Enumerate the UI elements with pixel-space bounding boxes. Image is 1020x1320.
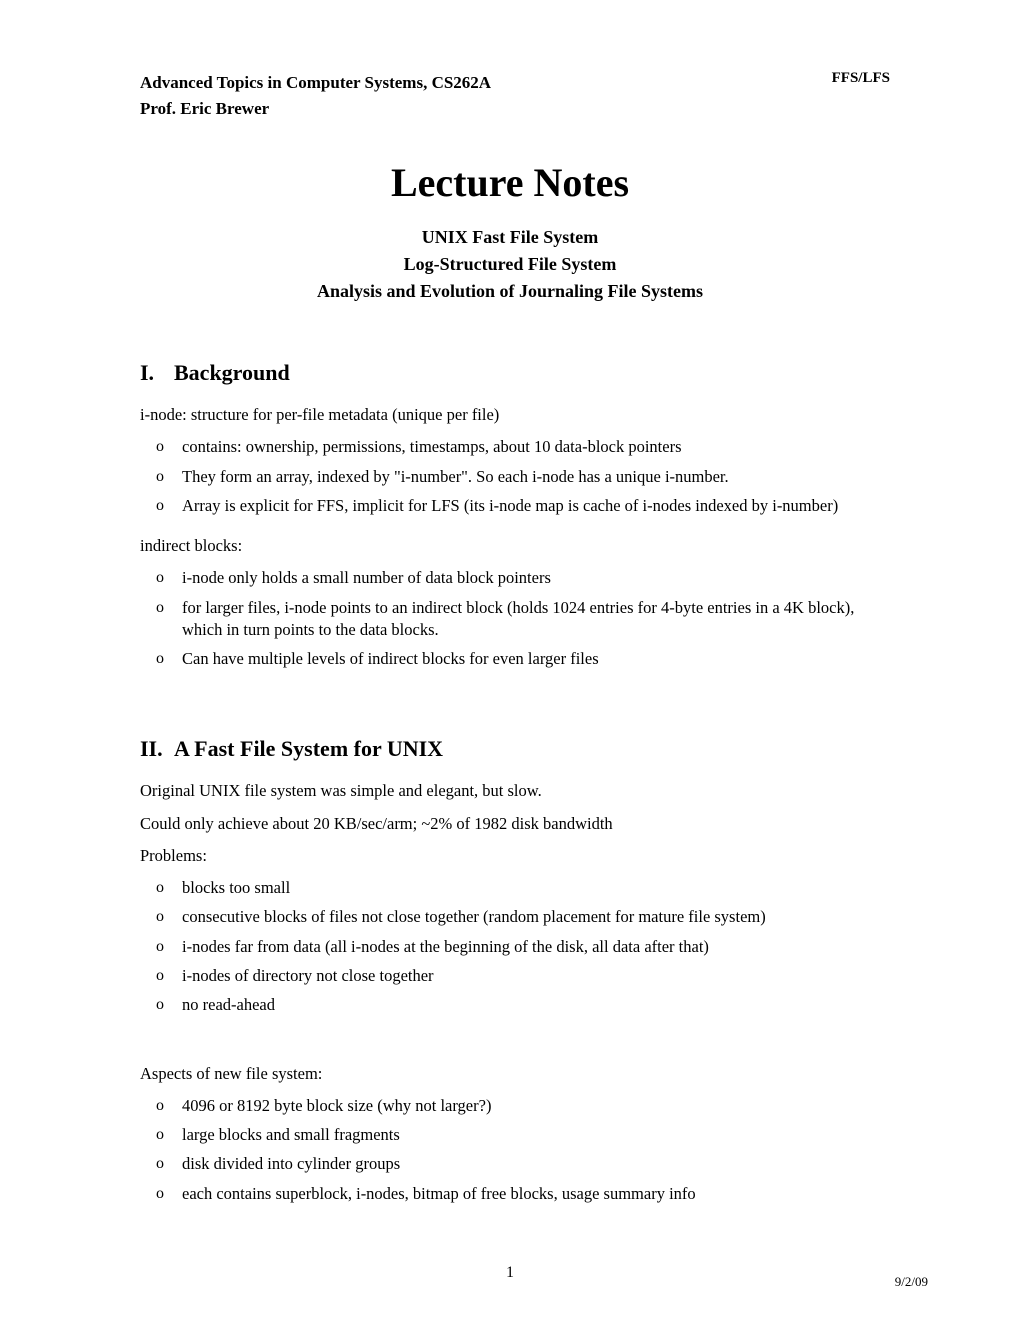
- course-title: Advanced Topics in Computer Systems, CS2…: [140, 70, 880, 96]
- paragraph: indirect blocks:: [140, 535, 880, 557]
- list-item: large blocks and small fragments: [182, 1124, 880, 1146]
- paragraph: i-node: structure for per-file metadata …: [140, 404, 880, 426]
- list-item: each contains superblock, i-nodes, bitma…: [182, 1183, 880, 1205]
- list-item: 4096 or 8192 byte block size (why not la…: [182, 1095, 880, 1117]
- subtitle-line: Analysis and Evolution of Journaling Fil…: [140, 278, 880, 305]
- bullet-list: 4096 or 8192 byte block size (why not la…: [140, 1095, 880, 1205]
- list-item: disk divided into cylinder groups: [182, 1153, 880, 1175]
- paragraph: Problems:: [140, 845, 880, 867]
- paragraph: Original UNIX file system was simple and…: [140, 780, 880, 802]
- bullet-list: contains: ownership, permissions, timest…: [140, 436, 880, 517]
- list-item: i-nodes of directory not close together: [182, 965, 880, 987]
- section-heading: I.Background: [140, 360, 880, 386]
- list-item: for larger files, i-node points to an in…: [182, 597, 880, 642]
- footer-date: 9/2/09: [895, 1274, 928, 1290]
- subtitle-line: Log-Structured File System: [140, 251, 880, 278]
- list-item: no read-ahead: [182, 994, 880, 1016]
- list-item: contains: ownership, permissions, timest…: [182, 436, 880, 458]
- paragraph: Could only achieve about 20 KB/sec/arm; …: [140, 813, 880, 835]
- list-item: i-nodes far from data (all i-nodes at th…: [182, 936, 880, 958]
- list-item: blocks too small: [182, 877, 880, 899]
- section-heading: II.A Fast File System for UNIX: [140, 736, 880, 762]
- section-gap: [140, 688, 880, 728]
- page-title: Lecture Notes: [140, 159, 880, 206]
- bullet-list: blocks too small consecutive blocks of fi…: [140, 877, 880, 1016]
- subtitle-block: UNIX Fast File System Log-Structured Fil…: [140, 224, 880, 305]
- list-item: They form an array, indexed by "i-number…: [182, 466, 880, 488]
- page-number: 1: [0, 1264, 1020, 1282]
- spacer: [140, 1035, 880, 1063]
- section-title: A Fast File System for UNIX: [174, 736, 443, 761]
- sections-container: I.Background i-node: structure for per-fi…: [140, 360, 880, 1205]
- list-item: consecutive blocks of files not close to…: [182, 906, 880, 928]
- bullet-list: i-node only holds a small number of data…: [140, 567, 880, 670]
- paragraph: Aspects of new file system:: [140, 1063, 880, 1085]
- professor-name: Prof. Eric Brewer: [140, 96, 880, 122]
- document-page: FFS/LFS Advanced Topics in Computer Syst…: [0, 0, 1020, 1263]
- header-tag: FFS/LFS: [832, 70, 890, 87]
- course-header: Advanced Topics in Computer Systems, CS2…: [140, 70, 880, 121]
- section-title: Background: [174, 360, 290, 385]
- list-item: Can have multiple levels of indirect blo…: [182, 648, 880, 670]
- subtitle-line: UNIX Fast File System: [140, 224, 880, 251]
- list-item: Array is explicit for FFS, implicit for …: [182, 495, 880, 517]
- section-number: I.: [140, 360, 174, 386]
- section-number: II.: [140, 736, 174, 762]
- list-item: i-node only holds a small number of data…: [182, 567, 880, 589]
